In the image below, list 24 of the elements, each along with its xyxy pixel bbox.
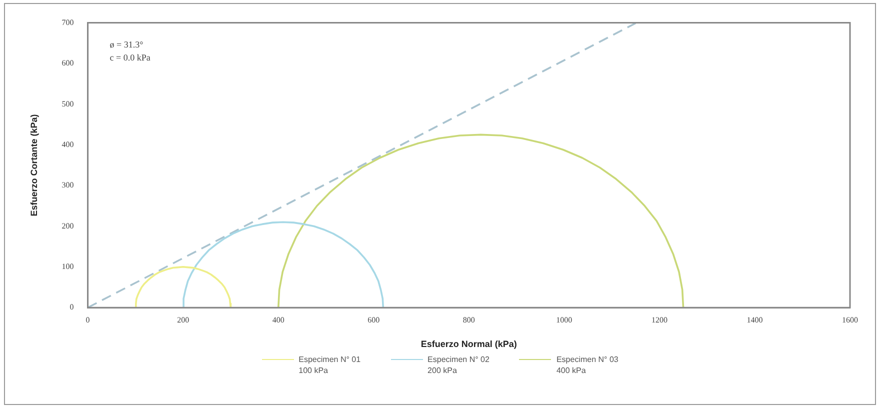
y-tick-label: 700: [62, 18, 74, 27]
x-tick-label: 400: [272, 315, 284, 324]
legend-label: Especimen N° 02 200 kPa: [428, 354, 490, 376]
y-tick-label: 300: [62, 180, 74, 190]
x-tick-label: 0: [86, 315, 90, 324]
annotation: ø = 31.3°: [110, 40, 144, 50]
y-axis-title: Esfuerzo Cortante (kPa): [28, 114, 39, 216]
x-tick-label: 800: [462, 315, 475, 324]
y-tick-label: 200: [62, 221, 74, 230]
x-tick-label: 600: [368, 315, 380, 324]
x-tick-label: 1600: [842, 315, 858, 324]
y-tick-label: 0: [70, 302, 74, 312]
y-tick-label: 500: [62, 99, 74, 108]
x-tick-label: 1000: [556, 315, 572, 324]
y-tick-label: 600: [62, 58, 74, 68]
y-tick-label: 400: [62, 140, 74, 149]
annotation: c = 0.0 kPa: [110, 52, 150, 63]
x-tick-label: 1200: [651, 315, 668, 324]
y-tick-label: 100: [62, 262, 74, 272]
x-tick-label: 1400: [746, 315, 763, 324]
legend-label: Especimen N° 01 100 kPa: [298, 354, 361, 376]
legend-label: Especimen N° 03 400 kPa: [556, 354, 618, 376]
x-axis-title: Esfuerzo Normal (kPa): [420, 339, 517, 350]
x-tick-label: 200: [177, 315, 190, 324]
